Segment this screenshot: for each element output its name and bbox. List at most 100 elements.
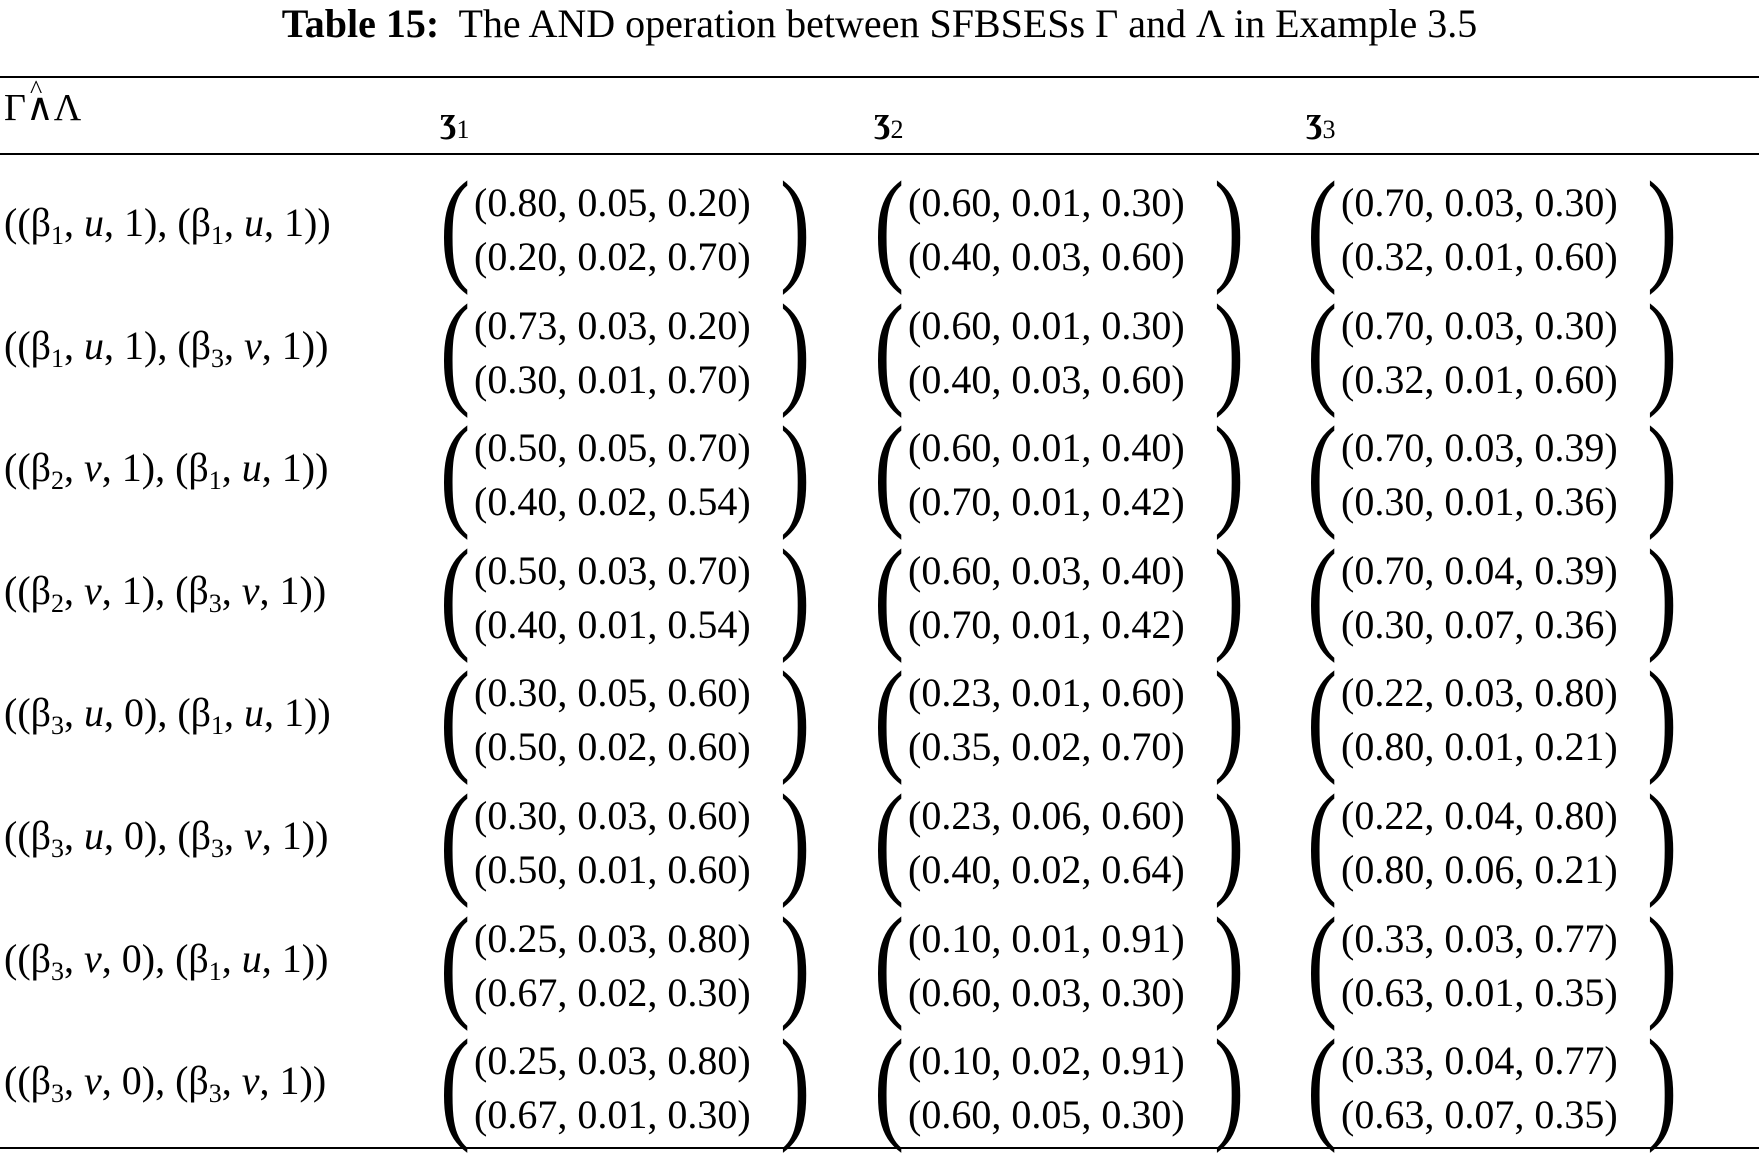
param-1: v: [84, 445, 102, 491]
cell-triple-bottom: (0.70, 0.01, 0.42): [908, 601, 1185, 647]
cell-triple-top: (0.60, 0.03, 0.40): [908, 547, 1185, 593]
value-2: 1: [281, 322, 302, 368]
value-1: 1: [124, 200, 144, 245]
column-header-1: ʒ1: [440, 100, 470, 144]
left-paren: (: [1307, 770, 1338, 909]
cell-triple-top: (0.23, 0.06, 0.60): [908, 793, 1185, 838]
param-2: u: [244, 690, 264, 736]
right-paren: ): [1214, 524, 1245, 664]
cell-triple-top: (0.70, 0.03, 0.39): [1341, 425, 1618, 471]
right-paren: ): [1214, 770, 1245, 909]
cell-triple-top: (0.22, 0.03, 0.80): [1341, 670, 1618, 716]
value-2: 1: [279, 1058, 300, 1104]
table-row: ((β3, u, 0), (β3, v, 1))((0.30, 0.03, 0.…: [0, 770, 1759, 909]
cell-triple-bottom: (0.20, 0.02, 0.70): [474, 234, 751, 279]
beta-index-2: 3: [208, 1079, 222, 1109]
left-paren: (: [874, 892, 905, 1032]
beta-index-2: 1: [211, 711, 224, 741]
param-1: u: [84, 690, 104, 736]
cell-triple-bottom: (0.67, 0.01, 0.30): [474, 1092, 751, 1138]
cell-triple-bottom: (0.50, 0.01, 0.60): [474, 847, 751, 892]
cell-triple-bottom: (0.40, 0.03, 0.60): [908, 356, 1185, 402]
cell-triple-top: (0.33, 0.04, 0.77): [1341, 1038, 1618, 1084]
cell-triple-top: (0.30, 0.05, 0.60): [474, 670, 751, 716]
cell-triple-top: (0.23, 0.01, 0.60): [908, 670, 1185, 716]
right-paren: ): [1214, 279, 1245, 419]
table-row: ((β1, u, 1), (β1, u, 1))((0.80, 0.05, 0.…: [0, 157, 1759, 296]
row-label: ((β2, v, 1), (β3, v, 1)): [4, 567, 327, 618]
cell-triple-bottom: (0.32, 0.01, 0.60): [1341, 234, 1618, 279]
table-row: ((β3, u, 0), (β1, u, 1))((0.30, 0.05, 0.…: [0, 647, 1759, 787]
cell-triple-bottom: (0.40, 0.02, 0.54): [474, 479, 751, 525]
right-paren: ): [1647, 892, 1678, 1032]
value-1: 0: [121, 935, 142, 981]
header-and-operator: ^ ∧: [26, 75, 54, 132]
right-paren: ): [1214, 647, 1245, 787]
left-paren: (: [874, 647, 905, 787]
value-1: 0: [121, 1058, 142, 1104]
beta-index-2: 1: [208, 956, 222, 986]
cell-triple-top: (0.10, 0.02, 0.91): [908, 1038, 1185, 1084]
beta-index-2: 3: [211, 834, 224, 863]
left-paren: (: [440, 770, 471, 909]
caption-text: The AND operation between SFBSESs Γ and …: [458, 1, 1478, 46]
param-2: v: [241, 1058, 260, 1104]
row-label: ((β1, u, 1), (β3, v, 1)): [4, 322, 329, 373]
right-paren: ): [1647, 647, 1678, 787]
param-1: u: [84, 813, 104, 858]
cell-triple-top: (0.60, 0.01, 0.40): [908, 425, 1185, 471]
cell-triple-bottom: (0.70, 0.01, 0.42): [908, 479, 1185, 525]
table-row: ((β2, v, 1), (β3, v, 1))((0.50, 0.03, 0.…: [0, 524, 1759, 664]
beta-index-2: 3: [208, 588, 222, 618]
param-2: v: [244, 813, 262, 858]
right-paren: ): [780, 524, 811, 664]
beta-index-1: 3: [51, 956, 64, 986]
cell-triple-top: (0.60, 0.01, 0.30): [908, 302, 1185, 348]
left-paren: (: [440, 647, 471, 787]
right-paren: ): [1647, 1015, 1678, 1155]
cell-triple-top: (0.25, 0.03, 0.80): [474, 915, 751, 961]
value-1: 1: [124, 322, 144, 368]
value-2: 1: [279, 567, 300, 613]
right-paren: ): [780, 157, 811, 296]
beta-index-1: 3: [51, 711, 64, 741]
hat-accent: ^: [29, 75, 43, 104]
column-header-2: ʒ2: [874, 100, 904, 144]
left-paren: (: [440, 279, 471, 419]
beta-index-2: 3: [211, 343, 224, 373]
column-header-3: ʒ3: [1306, 100, 1336, 144]
right-paren: ): [1647, 770, 1678, 909]
right-paren: ): [780, 402, 811, 542]
beta-index-1: 3: [51, 1079, 64, 1109]
cell-triple-bottom: (0.30, 0.01, 0.36): [1341, 479, 1618, 525]
beta-index-2: 1: [211, 221, 224, 250]
beta-index-1: 2: [51, 466, 64, 496]
cell-triple-top: (0.50, 0.03, 0.70): [474, 547, 751, 593]
cell-triple-bottom: (0.60, 0.03, 0.30): [908, 969, 1185, 1015]
left-paren: (: [1307, 647, 1338, 787]
cell-triple-top: (0.33, 0.03, 0.77): [1341, 915, 1618, 961]
value-2: 1: [281, 813, 302, 858]
left-paren: (: [1307, 157, 1338, 296]
left-paren: (: [874, 279, 905, 419]
cell-triple-top: (0.10, 0.01, 0.91): [908, 915, 1185, 961]
cell-triple-top: (0.70, 0.03, 0.30): [1341, 302, 1618, 348]
left-paren: (: [440, 402, 471, 542]
param-2: u: [241, 445, 262, 491]
row-label: ((β3, u, 0), (β3, v, 1)): [4, 813, 329, 863]
right-paren: ): [1214, 402, 1245, 542]
right-paren: ): [780, 647, 811, 787]
cell-triple-bottom: (0.80, 0.01, 0.21): [1341, 724, 1618, 770]
cell-triple-bottom: (0.63, 0.01, 0.35): [1341, 969, 1618, 1015]
beta-index-1: 2: [51, 588, 64, 618]
header-row-label: Γ ^ ∧Λ: [4, 75, 81, 132]
cell-triple-top: (0.70, 0.04, 0.39): [1341, 547, 1618, 593]
cell-triple-bottom: (0.60, 0.05, 0.30): [908, 1092, 1185, 1138]
param-2: u: [244, 200, 264, 245]
cell-triple-top: (0.25, 0.03, 0.80): [474, 1038, 751, 1084]
param-2: v: [241, 567, 260, 613]
caption-label: Table 15:: [281, 1, 440, 46]
left-paren: (: [874, 157, 905, 296]
table-row: ((β3, v, 0), (β1, u, 1))((0.25, 0.03, 0.…: [0, 892, 1759, 1032]
left-paren: (: [874, 402, 905, 542]
